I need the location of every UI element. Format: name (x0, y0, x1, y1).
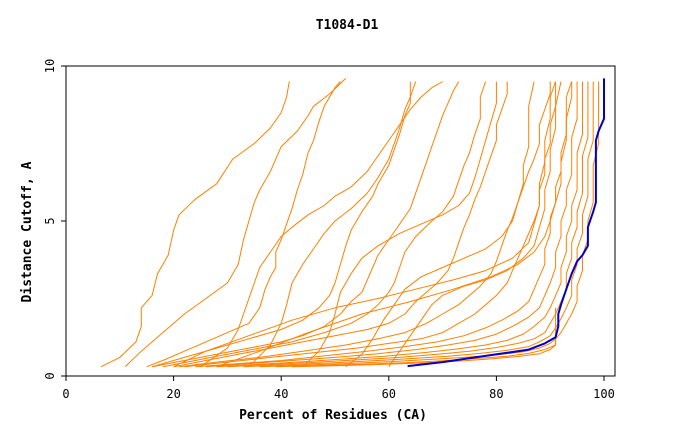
y-tick-label: 5 (43, 217, 57, 224)
series-line-0 (100, 81, 290, 368)
series-line-5 (162, 81, 487, 368)
series-line-16 (291, 332, 557, 368)
series-layer (100, 78, 605, 368)
series-line-15 (275, 307, 557, 368)
y-tick-label: 10 (43, 59, 57, 73)
series-line-12 (227, 81, 589, 368)
series-line-4 (152, 81, 460, 368)
series-line-18 (248, 81, 417, 368)
x-tick-label: 80 (489, 387, 503, 401)
series-line-11 (216, 81, 583, 368)
chart-title: T1084-D1 (316, 18, 379, 33)
x-axis: 0 20 40 60 80 100 (62, 376, 615, 401)
series-line-10 (205, 81, 578, 368)
x-tick-label: 40 (274, 387, 288, 401)
series-line-23 (388, 81, 562, 367)
series-line-7 (178, 81, 551, 368)
x-axis-label: Percent of Residues (CA) (239, 408, 427, 423)
series-line-19 (302, 81, 497, 368)
series-line-17 (200, 81, 443, 368)
x-tick-label: 0 (62, 387, 69, 401)
y-axis-label: Distance Cutoff, A (20, 161, 35, 302)
series-line-highlight (407, 78, 605, 368)
y-axis: 0 5 10 (43, 59, 66, 380)
x-tick-label: 100 (593, 387, 615, 401)
x-tick-label: 60 (382, 387, 396, 401)
series-line-1 (124, 78, 347, 368)
series-line-14 (259, 81, 600, 368)
plot-frame (65, 65, 616, 377)
series-line-2 (146, 81, 341, 368)
series-line-20 (345, 81, 535, 368)
x-tick-label: 20 (166, 387, 180, 401)
y-tick-label: 0 (43, 372, 57, 379)
series-line-22 (216, 81, 573, 368)
series-line-21 (173, 81, 557, 368)
series-line-9 (195, 81, 573, 368)
series-line-13 (243, 81, 594, 368)
series-line-3 (151, 81, 411, 368)
